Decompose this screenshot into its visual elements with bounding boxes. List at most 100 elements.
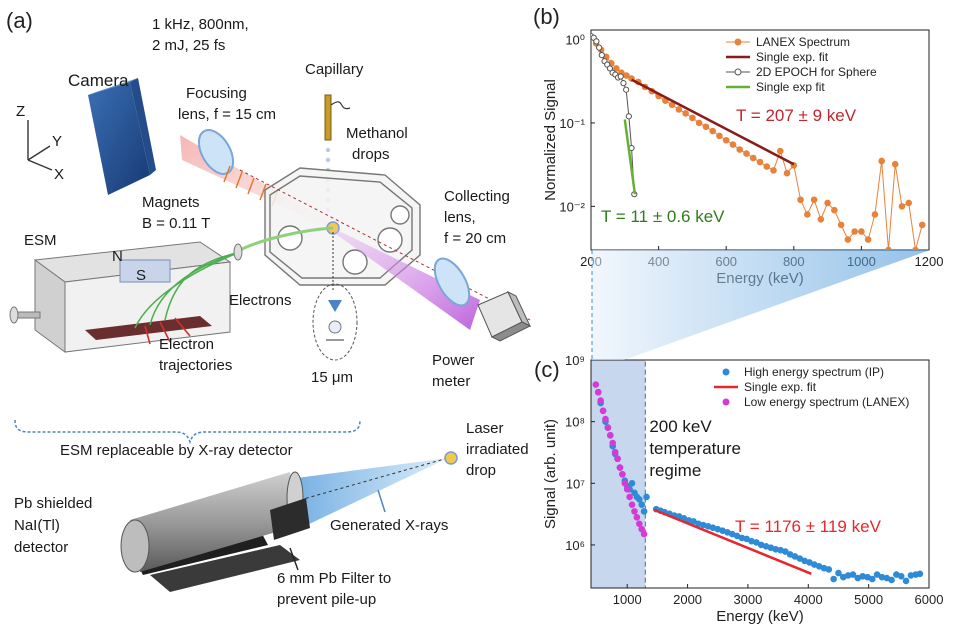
- collecting-label-2: lens,: [444, 209, 476, 226]
- data-point: [804, 211, 811, 218]
- data-point: [619, 470, 626, 478]
- data-point: [898, 203, 906, 210]
- x-tick-label: 4000: [794, 592, 823, 607]
- annotation: T = 207 ± 9 keV: [736, 106, 857, 125]
- collecting-label-3: f = 20 cm: [444, 230, 507, 247]
- regime-label: 200 keV: [649, 417, 712, 436]
- x-tick-label: 1200: [915, 254, 944, 269]
- esm-label: ESM: [24, 232, 57, 249]
- capillary-label: Capillary: [305, 61, 364, 78]
- data-point: [623, 72, 630, 79]
- laser-drop-label-1: Laser: [466, 420, 504, 437]
- data-point: [743, 150, 750, 157]
- x-tick-label: 1000: [613, 592, 642, 607]
- data-point: [770, 167, 777, 174]
- data-point: [912, 246, 919, 250]
- legend-label: 2D EPOCH for Sphere: [756, 65, 877, 79]
- y-axis-label: Normalized Signal: [542, 79, 559, 201]
- data-point: [825, 566, 833, 573]
- north-label: N: [112, 248, 123, 265]
- series-1: [630, 78, 795, 166]
- data-point: [824, 199, 831, 207]
- data-point: [763, 163, 771, 170]
- fit-line: [630, 78, 795, 166]
- magnets-label-2: B = 0.11 T: [142, 215, 211, 232]
- series-3: [623, 119, 637, 195]
- y-tick-label: 10⁻²: [559, 199, 585, 214]
- data-point: [635, 520, 643, 528]
- legend-label: Single exp. fit: [756, 50, 829, 64]
- detector-label-2: NaI(Tl): [14, 517, 60, 534]
- collecting-lens: [433, 257, 471, 307]
- magnets-label-1: Magnets: [142, 194, 200, 211]
- legend-label: Low energy spectrum (LANEX): [744, 395, 909, 409]
- legend-swatch: [722, 398, 730, 406]
- data-point: [631, 508, 638, 515]
- x-axis-label: Energy (keV): [716, 608, 804, 625]
- data-point: [817, 215, 825, 223]
- detector-label-3: detector: [14, 539, 69, 556]
- data-point: [885, 246, 892, 250]
- data-point: [675, 106, 683, 113]
- data-point: [597, 397, 604, 404]
- collecting-beam: [333, 228, 480, 330]
- data-point: [606, 65, 614, 72]
- y-axis-label: Signal (arb. unit): [542, 419, 559, 529]
- xray-cone: [297, 458, 448, 526]
- laser-drop-label-2: irradiated: [466, 441, 529, 458]
- laser-params-1: 1 kHz, 800nm,: [152, 16, 249, 33]
- axis-y-label: Y: [52, 133, 63, 150]
- data-point: [851, 228, 858, 235]
- y-tick-label: 10⁹: [565, 353, 585, 368]
- data-point: [643, 493, 650, 501]
- data-point: [905, 199, 913, 207]
- y-tick-label: 10⁷: [566, 476, 585, 491]
- regime-label: temperature: [649, 439, 741, 458]
- xyz-axes-icon: [27, 120, 53, 171]
- data-point: [776, 147, 784, 155]
- electron-beam: [239, 226, 334, 252]
- data-point: [609, 439, 617, 447]
- fit-line: [653, 508, 812, 575]
- data-point: [689, 114, 696, 122]
- series-2: [592, 381, 648, 538]
- series-1: [653, 508, 812, 575]
- data-point: [716, 132, 723, 140]
- data-point: [695, 119, 703, 127]
- data-point: [633, 514, 641, 521]
- data-point: [810, 196, 818, 204]
- camera-label: Camera: [68, 71, 129, 90]
- legend-swatch: [734, 68, 742, 76]
- axis-z-label: Z: [16, 103, 26, 120]
- data-point: [902, 577, 910, 585]
- x-tick-label: 5000: [854, 592, 883, 607]
- chart-c: 200 keV temperature regime 1000 2000 3000 4000…: [542, 353, 943, 625]
- data-point: [702, 123, 710, 131]
- data-point: [602, 415, 609, 423]
- data-point: [613, 65, 620, 72]
- data-point: [736, 146, 744, 153]
- data-point: [729, 141, 737, 148]
- series-2: [591, 32, 638, 198]
- panel-b-label: (b): [533, 4, 560, 29]
- y-tick-label: 10⁶: [565, 538, 585, 553]
- electrons-label: Electrons: [229, 292, 292, 309]
- data-point: [623, 485, 631, 493]
- data-point: [709, 127, 716, 135]
- y-tick-label: 10⁰: [565, 33, 585, 48]
- zoom-connector: [591, 250, 930, 360]
- plot-frame: [590, 359, 930, 589]
- legend-label: High energy spectrum (IP): [744, 365, 884, 379]
- data-point: [598, 52, 605, 59]
- camera-body: [88, 78, 156, 195]
- laser-params-2: 2 mJ, 25 fs: [152, 37, 226, 54]
- power-meter: [477, 290, 532, 342]
- data-point: [878, 157, 885, 165]
- power-meter-label-2: meter: [432, 373, 471, 390]
- capillary: [324, 94, 332, 141]
- legend-label: Single exp fit: [756, 80, 825, 94]
- legend-swatch: [722, 368, 730, 376]
- fit-line: [623, 119, 637, 195]
- data-point: [607, 432, 614, 439]
- data-point: [638, 501, 645, 508]
